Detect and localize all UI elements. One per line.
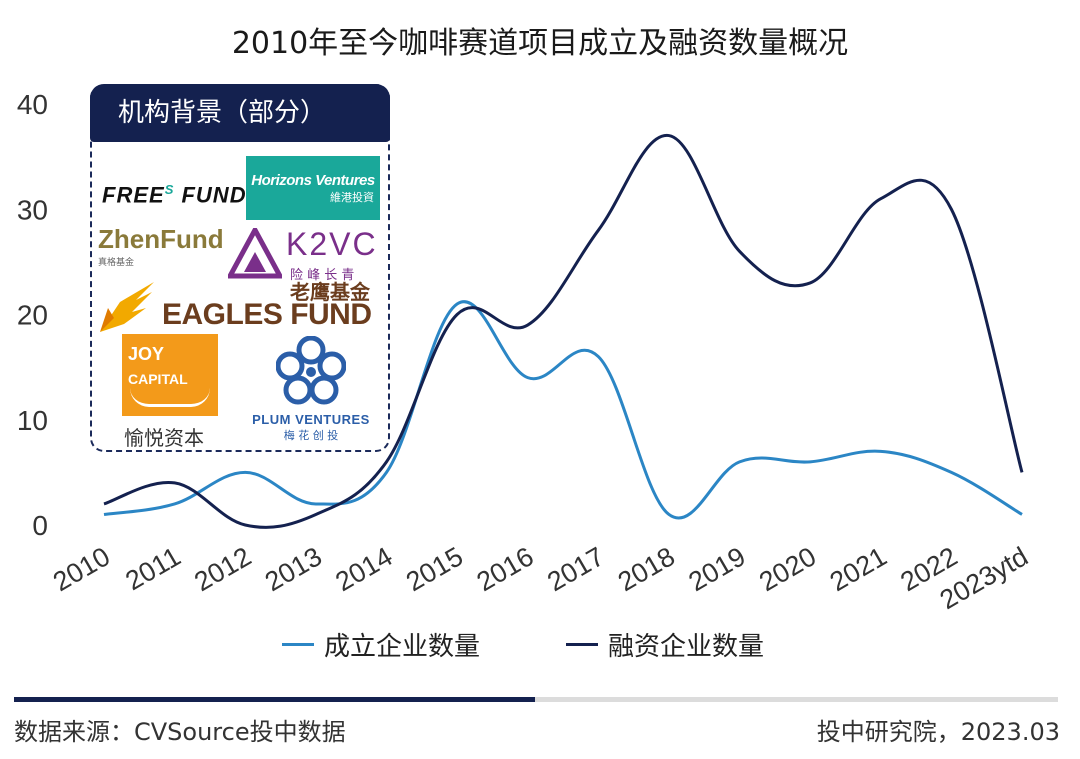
freesfund-text-s: S (164, 182, 175, 197)
x-tick-label: 2016 (472, 541, 539, 597)
x-tick-label: 2012 (189, 541, 256, 597)
plum-blossom-icon (276, 336, 346, 405)
freesfund-text-a: FREE (102, 182, 165, 208)
chart-legend: 成立企业数量 融资企业数量 (0, 626, 1080, 666)
joy-capital-smile (130, 388, 210, 407)
x-tick-label: 2019 (684, 541, 751, 597)
legend-item-founded: 成立企业数量 (282, 626, 480, 663)
eagles-fund-logo: 老鹰基金 EAGLES FUND (96, 274, 386, 334)
x-tick-label: 2010 (48, 541, 115, 597)
report-credit: 投中研究院，2023.03 (816, 718, 1060, 746)
eagle-wing-icon (100, 282, 154, 332)
series-layer (103, 134, 1024, 529)
x-tick-label: 2021 (825, 541, 892, 597)
x-tick-label: 2011 (120, 541, 185, 596)
x-tick-label: 2015 (401, 541, 468, 597)
k2vc-text: K2VC (286, 226, 378, 262)
freesfund-text-b: FUND (181, 182, 247, 208)
series-line-founded (103, 300, 1023, 520)
zhenfund-sub: 真格基金 (98, 257, 135, 267)
joy-capital-block: JOY CAPITAL (122, 334, 218, 416)
joy-capital-line2: CAPITAL (128, 371, 188, 387)
joy-capital-sub: 愉悦资本 (124, 426, 204, 450)
y-tick-label: 10 (17, 405, 48, 436)
freesfund-logo: FREES FUND (102, 182, 247, 208)
k2vc-logo: K2VC 险 峰 长 青 (228, 226, 388, 286)
data-source: 数据来源：CVSource投中数据 (14, 718, 346, 746)
y-tick-label: 20 (17, 300, 48, 331)
x-tick-label: 2017 (542, 541, 609, 597)
legend-label-financed: 融资企业数量 (608, 632, 765, 662)
k2vc-triangle-icon (228, 228, 282, 279)
eagles-fund-top-text: 老鹰基金 (290, 280, 370, 304)
plum-ventures-logo: PLUM VENTURES 梅 花 创 投 (236, 336, 386, 448)
horizons-ventures-text: Horizons Ventures (251, 172, 375, 189)
institution-logo-panel: 机构背景（部分） FREES FUND Horizons Ventures 維港… (90, 84, 390, 452)
x-tick-label: 2013 (260, 541, 327, 597)
zhenfund-logo: ZhenFund 真格基金 (98, 224, 224, 268)
plum-ventures-text: PLUM VENTURES (252, 412, 370, 427)
footer-divider-light (535, 697, 1058, 702)
y-tick-label: 0 (32, 510, 48, 541)
legend-swatch-founded (282, 643, 314, 646)
x-tick-label: 2020 (754, 541, 821, 597)
horizons-ventures-logo: Horizons Ventures 維港投資 (246, 156, 380, 220)
joy-capital-logo: JOY CAPITAL 愉悦资本 (122, 334, 230, 450)
legend-swatch-financed (566, 643, 598, 646)
footer-divider-dark (14, 697, 535, 702)
chart-title: 2010年至今咖啡赛道项目成立及融资数量概况 (231, 26, 849, 61)
series-line-financed (103, 134, 1024, 529)
horizons-ventures-sub: 維港投資 (330, 192, 374, 204)
legend-item-financed: 融资企业数量 (566, 626, 764, 663)
y-axis: 0 10 20 30 40 (17, 89, 48, 541)
zhenfund-text: ZhenFund (98, 224, 224, 254)
x-axis: 2010 2011 2012 2013 2014 2015 2016 2017 2018 2019… (48, 541, 1033, 615)
k2vc-sub: 险 峰 长 青 (290, 268, 355, 283)
y-tick-label: 40 (17, 89, 48, 120)
plum-ventures-sub: 梅 花 创 投 (283, 429, 339, 442)
joy-capital-line1: JOY (128, 344, 165, 364)
legend-label-founded: 成立企业数量 (324, 632, 481, 662)
x-tick-label: 2018 (613, 541, 680, 597)
y-tick-label: 30 (17, 194, 48, 225)
x-tick-label: 2014 (330, 541, 397, 597)
eagles-fund-text: EAGLES FUND (162, 298, 372, 331)
logo-panel-header: 机构背景（部分） (90, 84, 390, 142)
